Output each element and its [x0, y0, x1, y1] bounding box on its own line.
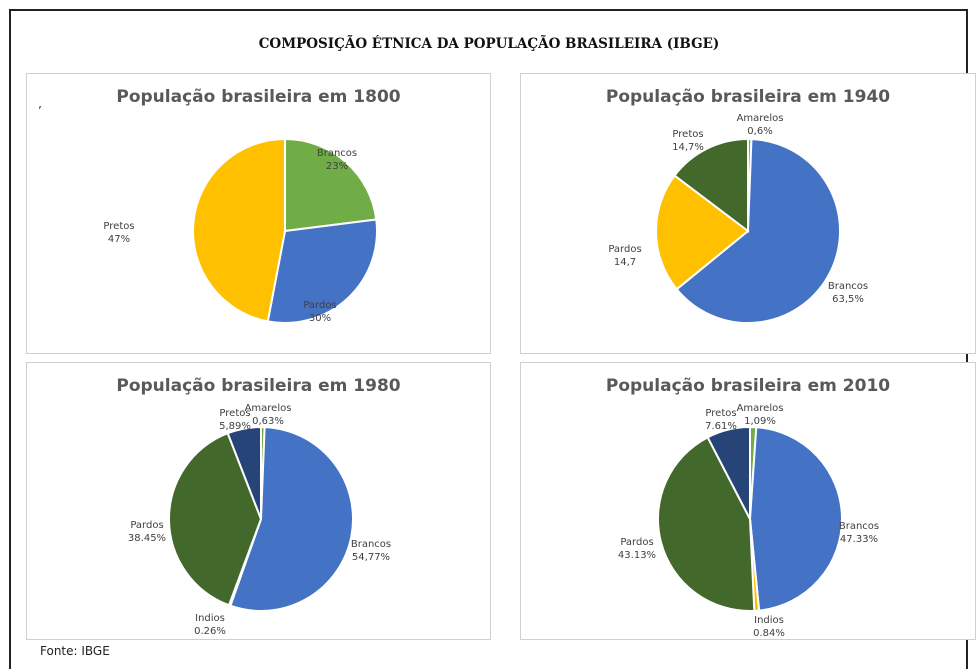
- pie-slice-pardos: [657, 435, 756, 612]
- slice-value-brancos: 23%: [326, 161, 348, 172]
- slice-value-pretos: 5,89%: [219, 421, 251, 432]
- slice-value-indios: 0.26%: [194, 626, 226, 637]
- slice-label-pretos: Pretos: [103, 221, 134, 232]
- source-note: Fonte: IBGE: [40, 644, 110, 658]
- pie-slice-pardos: [168, 431, 263, 607]
- slice-value-brancos: 63,5%: [832, 294, 864, 305]
- slice-value-pardos: 43.13%: [618, 550, 656, 561]
- stray-mark: ’: [38, 104, 42, 118]
- slice-label-pardos: Pardos: [608, 244, 641, 255]
- pie-slice-brancos: [284, 137, 378, 233]
- slice-label-brancos: Brancos: [351, 539, 391, 550]
- slice-label-pardos: Pardos: [130, 520, 163, 531]
- chart-title: População brasileira em 1940: [605, 87, 891, 107]
- slice-label-pretos: Pretos: [219, 408, 250, 419]
- pie-slice-pardos: [266, 218, 378, 324]
- slice-label-brancos: Brancos: [839, 521, 879, 532]
- chart-title: População brasileira em 1980: [116, 376, 401, 396]
- slice-value-amarelos: 0,63%: [252, 416, 284, 427]
- slice-value-pretos: 47%: [108, 234, 130, 245]
- pie-slice-pardos: [655, 174, 750, 291]
- pie-slice-brancos: [675, 138, 841, 324]
- slice-value-amarelos: 1,09%: [744, 416, 776, 427]
- slice-value-amarelos: 0,6%: [747, 126, 772, 137]
- slice-value-pardos: 30%: [309, 313, 331, 324]
- slice-label-pretos: Pretos: [672, 129, 703, 140]
- slice-value-pretos: 14,7%: [672, 142, 704, 153]
- slice-value-brancos: 54,77%: [352, 552, 390, 563]
- pie-slice-brancos: [748, 426, 843, 612]
- pie-slice-brancos: [229, 426, 354, 612]
- figure-title: COMPOSIÇÃO ÉTNICA DA POPULAÇÃO BRASILEIR…: [258, 36, 720, 52]
- pie-slice-pretos: [226, 425, 262, 520]
- slice-label-pretos: Pretos: [705, 408, 736, 419]
- slice-value-pardos: 14,7: [614, 257, 636, 268]
- slice-label-pardos: Pardos: [620, 537, 653, 548]
- chart-panel-1980: População brasileira em 1980 Amarelos 0,6…: [26, 362, 491, 640]
- chart-panel-1940: População brasileira em 1940 Amarelos 0,6…: [520, 73, 976, 354]
- pie-chart-1980: Amarelos 0,63% Brancos 54,77% Indios 0.26% Par…: [128, 403, 391, 637]
- slice-label-indios: Indios: [754, 615, 784, 626]
- pie-slice-pretos: [192, 137, 286, 323]
- slice-label-amarelos: Amarelos: [737, 403, 784, 414]
- slice-label-indios: Indios: [195, 613, 225, 624]
- slice-label-amarelos: Amarelos: [245, 403, 292, 414]
- slice-label-amarelos: Amarelos: [737, 113, 784, 124]
- slice-label-brancos: Brancos: [317, 148, 357, 159]
- slice-value-indios: 0.84%: [753, 628, 785, 639]
- slice-value-pardos: 38.45%: [128, 533, 166, 544]
- slice-label-pardos: Pardos: [303, 300, 336, 311]
- chart-title: População brasileira em 2010: [605, 376, 891, 396]
- slice-value-pretos: 7.61%: [705, 421, 737, 432]
- pie-chart-1800: Brancos 23% Pardos 30% Pretos 47%: [103, 137, 378, 324]
- chart-panel-1800: População brasileira em 1800 Brancos 23% P…: [26, 73, 491, 354]
- slice-label-brancos: Brancos: [828, 281, 868, 292]
- pie-slice-pretos: [673, 137, 749, 234]
- chart-panel-2010: População brasileira em 2010 Amarelos 1,0…: [520, 362, 976, 640]
- pie-slice-pretos: [706, 425, 751, 520]
- chart-title: População brasileira em 1800: [116, 87, 401, 107]
- slice-value-brancos: 47.33%: [840, 534, 878, 545]
- pie-chart-1940: Amarelos 0,6% Brancos 63,5% Pardos 14,7 Pretos…: [608, 113, 868, 324]
- pie-chart-2010: Amarelos 1,09% Brancos 47.33% Indios 0.84% Par…: [618, 403, 879, 639]
